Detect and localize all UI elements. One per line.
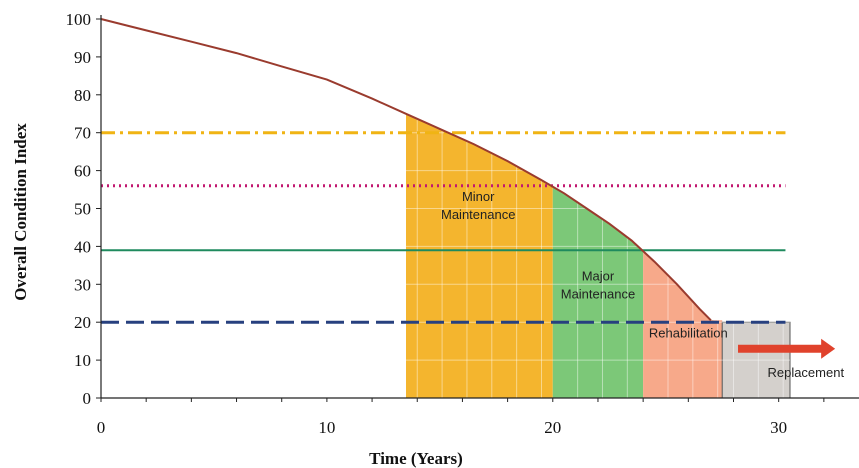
y-tick-label: 50 <box>74 200 91 219</box>
y-axis-title: Overall Condition Index <box>11 123 30 301</box>
axes-layer: 0 10 20 30 40 50 60 70 80 90 100 0 10 20 30 <box>66 10 859 437</box>
y-tick-label: 40 <box>74 237 91 256</box>
zone-label: Rehabilitation <box>649 325 728 340</box>
y-tick-label: 60 <box>74 162 91 181</box>
x-tick-label: 10 <box>318 418 335 437</box>
y-tick-label: 0 <box>83 389 92 408</box>
y-tick-label: 100 <box>66 10 92 29</box>
labels-layer: Minor Maintenance Major Maintenance Rehabili… <box>441 189 844 380</box>
zone-area-1 <box>552 186 644 398</box>
y-tick-label: 90 <box>74 48 91 67</box>
zone-area-2 <box>643 251 723 398</box>
x-tick-label: 20 <box>544 418 561 437</box>
zone-area-0 <box>406 113 553 399</box>
curve-layer <box>100 18 836 359</box>
zone-label: Maintenance <box>561 287 635 302</box>
replacement-arrow <box>738 338 836 359</box>
zone-label: Maintenance <box>441 207 515 222</box>
y-tick-label: 80 <box>74 86 91 105</box>
y-tick-label: 70 <box>74 124 91 143</box>
zone-grid-layer <box>405 118 790 398</box>
x-tick-label: 30 <box>770 418 787 437</box>
zone-label: Minor <box>462 189 495 204</box>
x-axis-title: Time (Years) <box>369 449 463 468</box>
y-tick-label: 10 <box>74 351 91 370</box>
zones-layer <box>406 113 791 399</box>
zone-label: Major <box>582 269 615 284</box>
threshold-layer <box>101 131 786 324</box>
zone-label: Replacement <box>767 365 844 380</box>
y-tick-label: 20 <box>74 313 91 332</box>
condition-curve <box>100 18 712 322</box>
y-tick-label: 30 <box>74 275 91 294</box>
x-tick-label: 0 <box>97 418 106 437</box>
